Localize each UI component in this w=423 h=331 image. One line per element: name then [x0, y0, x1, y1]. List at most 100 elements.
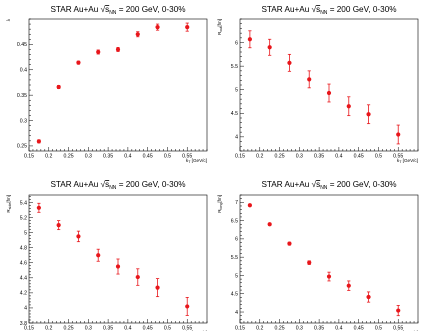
- y-tick-label: 4.5: [231, 292, 238, 298]
- plot-title: STAR Au+Au √sNN = 200 GeV, 0-30%: [50, 180, 185, 191]
- y-tick-label: 5: [235, 273, 238, 279]
- y-tick-label: 3.8: [20, 321, 27, 327]
- y-tick-label: 5: [24, 230, 27, 236]
- title-sqrt-subscript: NN: [109, 10, 117, 16]
- x-tick-label: 0.35: [103, 326, 113, 331]
- x-tick-label: 0.3: [296, 326, 303, 331]
- y-axis-subscript: long: [219, 203, 223, 210]
- y-tick-label: 5.5: [231, 64, 238, 70]
- y-tick-label: 6: [235, 237, 238, 243]
- data-point: [247, 37, 252, 42]
- x-axis-subscript: T: [188, 160, 191, 164]
- y-axis-unit: [fm]: [6, 195, 11, 203]
- y-tick-label: 4.8: [20, 246, 27, 252]
- sqrt-symbol: √: [101, 5, 106, 14]
- data-point: [287, 60, 292, 65]
- y-tick-label: 4: [235, 310, 238, 316]
- y-tick-label: 4: [24, 306, 27, 312]
- plot-frame: [239, 194, 419, 324]
- data-point: [267, 222, 272, 227]
- data-point: [307, 260, 312, 265]
- y-axis-label: λ: [6, 18, 11, 21]
- y-tick-label: 4.6: [20, 261, 27, 267]
- data-point: [115, 264, 121, 269]
- y-tick-label: 7: [235, 200, 238, 206]
- y-axis-subscript: out: [219, 27, 223, 32]
- x-tick-label: 0.2: [256, 326, 263, 331]
- title-prefix: STAR Au+Au: [261, 5, 311, 14]
- x-tick-label: 0.55: [393, 326, 403, 331]
- data-point: [56, 223, 61, 228]
- title-suffix: = 200 GeV, 0-30%: [327, 5, 396, 14]
- x-tick-label: 0.2: [45, 154, 52, 160]
- x-tick-label: 0.55: [182, 326, 192, 331]
- y-tick-label: 0.45: [17, 42, 27, 48]
- x-tick-label: 0.35: [103, 154, 113, 160]
- title-prefix: STAR Au+Au: [50, 180, 100, 189]
- x-tick-label: 0.25: [275, 326, 285, 331]
- y-axis-unit: [fm]: [217, 19, 222, 27]
- x-tick-label: 0.15: [235, 154, 245, 160]
- x-axis-unit: [GeV/c]: [401, 158, 418, 163]
- data-point: [155, 285, 160, 290]
- data-point: [346, 104, 351, 109]
- y-tick-label: 6: [235, 40, 238, 46]
- y-axis-subscript: side: [8, 203, 12, 210]
- data-point: [366, 294, 371, 300]
- y-tick-label: 0.35: [17, 93, 27, 99]
- title-sqrt-subscript: NN: [320, 185, 328, 191]
- plot-title: STAR Au+Au √sNN = 200 GeV, 0-30%: [261, 180, 396, 191]
- y-axis-symbol: λ: [6, 18, 11, 21]
- data-point: [326, 90, 332, 96]
- y-axis-symbol: R: [217, 209, 222, 213]
- x-tick-label: 0.35: [314, 154, 324, 160]
- title-suffix: = 200 GeV, 0-30%: [327, 180, 396, 189]
- chart-panel-4: STAR Au+Au √sNN = 200 GeV, 0-30% 0.15 0.2 0…: [217, 180, 419, 331]
- x-tick-label: 0.5: [375, 154, 382, 160]
- x-tick-label: 0.55: [182, 154, 192, 160]
- x-tick-label: 0.25: [64, 154, 74, 160]
- sqrt-symbol: √: [312, 5, 317, 14]
- y-tick-label: 0.3: [20, 118, 27, 124]
- plot-title: STAR Au+Au √sNN = 200 GeV, 0-30%: [50, 5, 185, 16]
- y-tick-label: 5.4: [20, 200, 27, 206]
- y-axis-symbol: R: [217, 31, 222, 35]
- x-tick-label: 0.5: [375, 326, 382, 331]
- title-sqrt-subscript: NN: [109, 185, 117, 191]
- x-axis-subscript: T: [399, 160, 402, 164]
- x-tick-label: 0.3: [296, 154, 303, 160]
- plot-frame: [28, 18, 208, 152]
- y-tick-label: 5.2: [20, 215, 27, 221]
- data-point: [56, 84, 61, 90]
- chart-panel-1: STAR Au+Au √sNN = 200 GeV, 0-30% 0.15 0.2 0…: [6, 5, 208, 164]
- x-tick-label: 0.4: [335, 154, 342, 160]
- x-tick-label: 0.25: [275, 154, 285, 160]
- y-axis-label: Rlong[fm]: [217, 195, 223, 213]
- data-point: [366, 112, 371, 117]
- x-axis-symbol: k: [397, 158, 400, 163]
- title-sqrt-s: s: [105, 180, 109, 189]
- title-sqrt-s: s: [105, 5, 109, 14]
- data-point: [135, 32, 140, 37]
- title-sqrt-s: s: [316, 5, 320, 14]
- title-prefix: STAR Au+Au: [261, 180, 311, 189]
- y-axis-unit: [fm]: [217, 195, 222, 203]
- x-tick-label: 0.3: [85, 154, 92, 160]
- data-point: [36, 205, 41, 210]
- x-tick-label: 0.4: [124, 154, 131, 160]
- x-tick-label: 0.4: [124, 326, 131, 331]
- title-suffix: = 200 GeV, 0-30%: [116, 5, 185, 14]
- y-axis-symbol: R: [6, 209, 11, 213]
- x-tick-label: 0.3: [85, 326, 92, 331]
- x-axis-symbol: k: [186, 158, 189, 163]
- data-point: [76, 60, 81, 65]
- data-point: [96, 49, 101, 55]
- sqrt-symbol: √: [101, 180, 106, 189]
- data-point: [307, 77, 312, 82]
- data-point: [396, 132, 401, 137]
- data-point: [326, 274, 332, 279]
- y-tick-label: 4.5: [231, 111, 238, 117]
- x-tick-label: 0.4: [335, 326, 342, 331]
- data-point: [76, 234, 81, 239]
